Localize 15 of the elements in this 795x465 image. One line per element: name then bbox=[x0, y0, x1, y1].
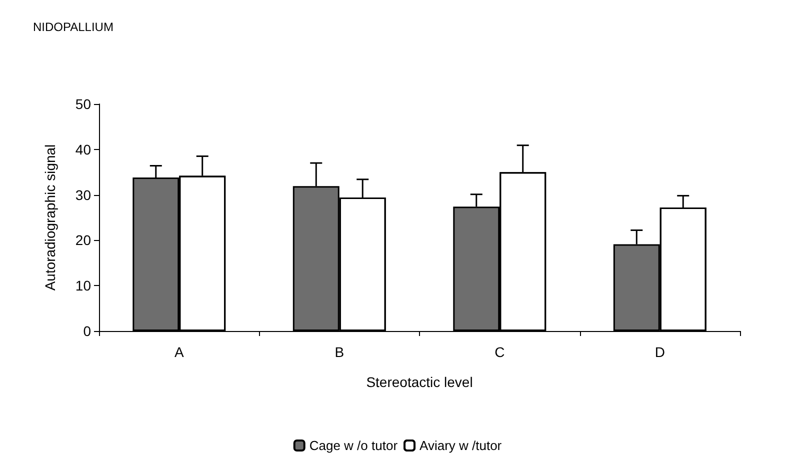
legend-label: Cage w /o tutor bbox=[309, 438, 398, 453]
y-tick-label: 50 bbox=[75, 96, 92, 112]
y-tick-label: 0 bbox=[83, 323, 92, 339]
y-tick-label: 20 bbox=[75, 232, 92, 248]
y-tick-label: 30 bbox=[75, 186, 92, 203]
y-tick-label: 10 bbox=[75, 278, 92, 294]
y-axis-title: Autoradiographic signal bbox=[42, 144, 58, 291]
x-tick-label: B bbox=[334, 344, 344, 360]
x-tick-label: A bbox=[174, 344, 184, 360]
legend-label: Aviary w /tutor bbox=[420, 438, 502, 453]
x-tick-label: D bbox=[654, 344, 665, 360]
x-tick-label: C bbox=[494, 344, 505, 360]
y-tick-label: 40 bbox=[75, 141, 92, 158]
x-axis-title: Stereotactic level bbox=[366, 374, 473, 390]
chart-title: NIDOPALLIUM bbox=[33, 20, 114, 34]
